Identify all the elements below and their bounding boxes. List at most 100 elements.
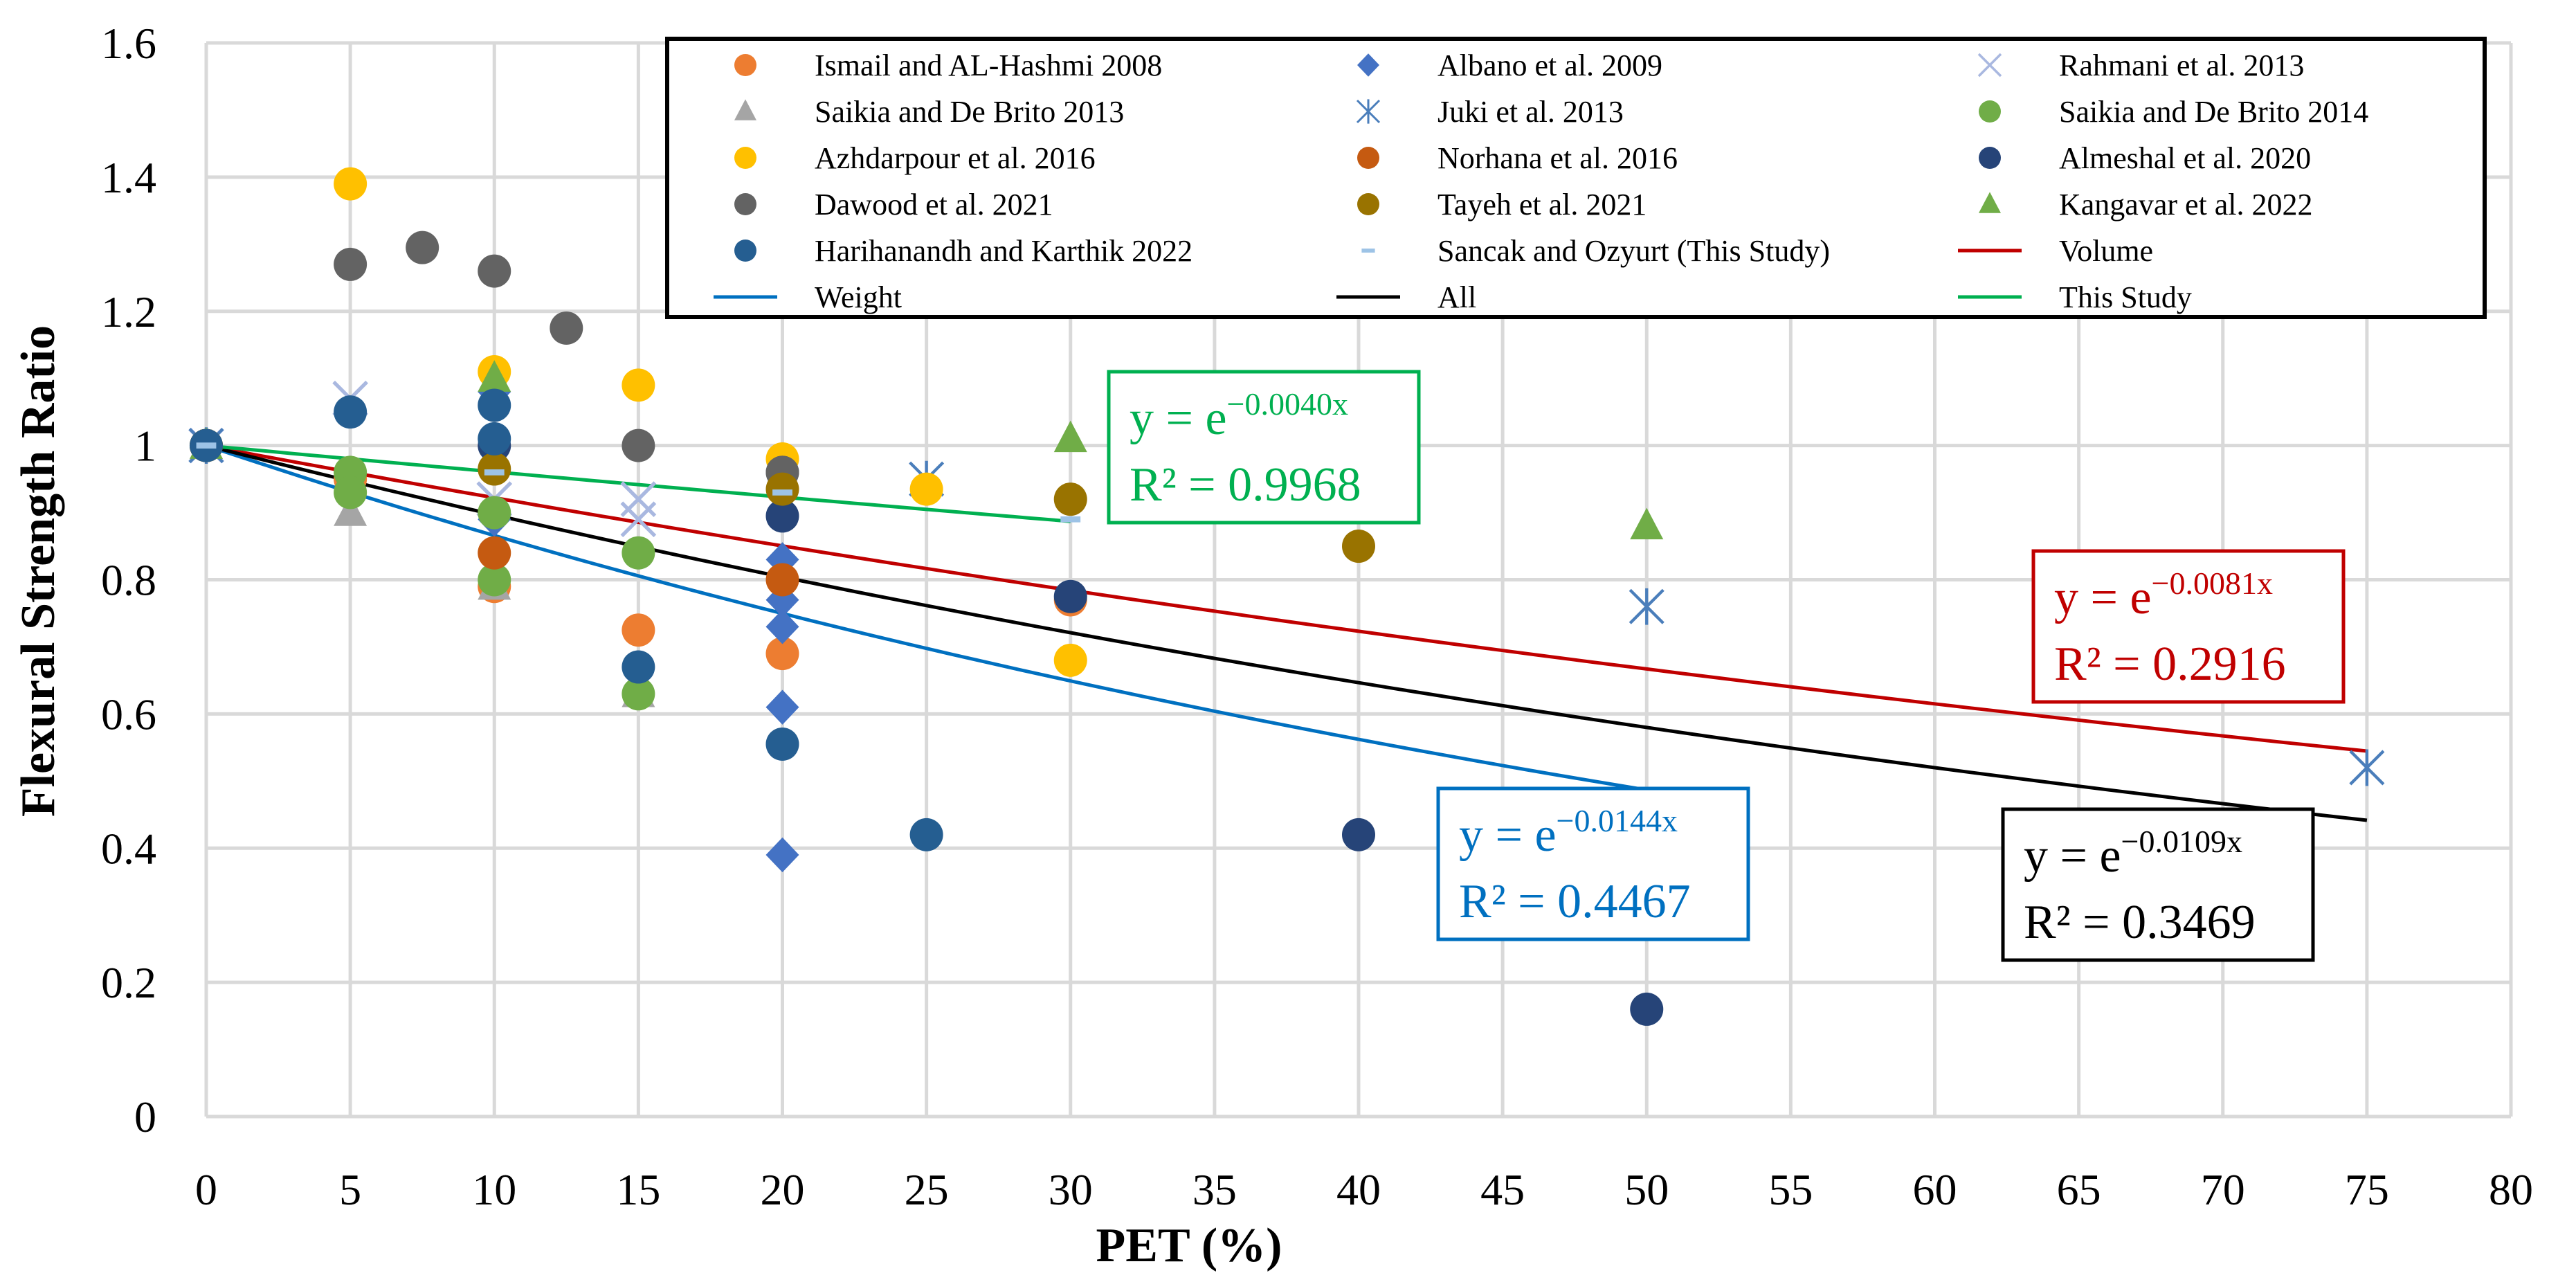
data-point: [765, 609, 799, 644]
legend-marker: [1979, 192, 2001, 213]
data-point: [1630, 507, 1664, 540]
data-point: [2349, 749, 2385, 786]
data-point: [1629, 588, 1665, 625]
x-tick-label: 30: [1049, 1165, 1093, 1214]
marker-circle: [622, 677, 655, 711]
data-point: [478, 388, 511, 422]
legend-label: Norhana et al. 2016: [1437, 141, 1678, 175]
equation-box-frame: [2001, 807, 2315, 962]
marker-circle: [478, 388, 511, 422]
x-tick-label: 15: [616, 1165, 660, 1214]
data-point: [478, 360, 511, 392]
equation-label: y = e−0.0144x: [1459, 803, 1678, 862]
marker-circle: [1342, 530, 1375, 563]
legend-label: Tayeh et al. 2021: [1437, 188, 1647, 222]
marker-circle: [334, 395, 368, 429]
data-point: [478, 496, 511, 530]
equation-box-frame: [1107, 370, 1421, 525]
legend-entry: All: [1336, 280, 1476, 314]
legend-entry: Tayeh et al. 2021: [1357, 188, 1647, 222]
data-point: [1342, 530, 1375, 563]
marker-triangle: [334, 494, 368, 526]
marker-circle: [478, 254, 511, 288]
legend-label: Kangavar et al. 2022: [2059, 188, 2313, 222]
marker-circle: [909, 472, 943, 506]
legend-marker: [1977, 53, 2002, 78]
marker-circle: [1357, 147, 1379, 169]
data-point: [484, 469, 505, 476]
marker-triangle: [734, 99, 756, 120]
y-tick-label: 0.4: [101, 824, 156, 873]
x-tick-label: 55: [1768, 1165, 1813, 1214]
y-tick-label: 1.6: [101, 19, 156, 68]
x-tick-label: 75: [2345, 1165, 2389, 1214]
marker-star: [1356, 99, 1381, 124]
marker-circle: [1979, 147, 2001, 169]
legend-entry: Norhana et al. 2016: [1357, 141, 1678, 175]
marker-x: [620, 501, 657, 538]
data-point: [406, 231, 439, 264]
legend-entry: Saikia and De Brito 2013: [734, 95, 1124, 129]
data-point: [765, 637, 799, 671]
marker-diamond: [1357, 53, 1379, 77]
legend-label: Dawood et al. 2021: [815, 188, 1053, 222]
legend-entry: Almeshal et al. 2020: [1979, 141, 2311, 175]
marker-triangle: [1053, 420, 1087, 453]
equation-box-volume: y = e−0.0081x R² = 0.2916: [2031, 549, 2346, 704]
marker-diamond: [765, 837, 799, 873]
axes: 0 5 10 15 20 25 30 35 40 45 50 55 60 65 70 75 80 0 0.2 0.4 0…: [101, 19, 2533, 1214]
x-tick-label: 80: [2489, 1165, 2533, 1214]
x-tick-label: 0: [195, 1165, 217, 1214]
legend-label: Juki et al. 2013: [1437, 95, 1624, 129]
data-point: [622, 368, 655, 402]
legend-label: Almeshal et al. 2020: [2059, 141, 2311, 175]
y-tick-label: 0.8: [101, 556, 156, 605]
legend-label: Ismail and AL-Hashmi 2008: [815, 48, 1162, 82]
data-point: [1630, 992, 1664, 1026]
data-point: [909, 818, 943, 851]
data-point: [1053, 420, 1087, 453]
legend-entry: Sancak and Ozyurt (This Study): [1361, 234, 1830, 268]
data-point: [765, 582, 799, 617]
marker-circle: [909, 818, 943, 851]
equation-box-all: y = e−0.0109x R² = 0.3469: [2001, 807, 2315, 962]
legend-entry: Harihanandh and Karthik 2022: [734, 234, 1192, 268]
data-point: [478, 563, 511, 597]
r-squared-label: R² = 0.9968: [1130, 458, 1361, 512]
marker-circle: [622, 368, 655, 402]
marker-triangle: [1630, 507, 1664, 540]
legend-marker: [1979, 100, 2001, 123]
legend-entry: Kangavar et al. 2022: [1979, 188, 2313, 222]
legend-label: Rahmani et al. 2013: [2059, 48, 2304, 82]
marker-diamond: [765, 542, 799, 577]
data-point: [550, 311, 583, 345]
legend-entry: Juki et al. 2013: [1356, 95, 1624, 129]
y-tick-label: 1: [134, 422, 156, 471]
marker-circle: [734, 147, 756, 169]
marker-circle: [622, 536, 655, 570]
marker-dash: [1361, 249, 1375, 253]
data-point: [622, 428, 655, 462]
data-point: [334, 395, 368, 429]
data-point: [622, 613, 655, 647]
x-tick-label: 50: [1624, 1165, 1669, 1214]
legend-marker: [734, 54, 756, 76]
data-point: [772, 489, 792, 496]
legend: Ismail and AL-Hashmi 2008 Albano et al. 2…: [665, 37, 2487, 319]
legend-entry: Rahmani et al. 2013: [1977, 48, 2304, 82]
legend-marker: [734, 240, 756, 262]
legend-marker: [734, 147, 756, 169]
legend-marker: [734, 193, 756, 215]
marker-circle: [334, 167, 368, 201]
legend-marker: [1356, 99, 1381, 124]
data-point: [622, 677, 655, 711]
x-tick-label: 60: [1913, 1165, 1957, 1214]
marker-circle: [1053, 579, 1087, 613]
y-tick-label: 1.4: [101, 153, 156, 202]
y-tick-label: 0: [134, 1092, 156, 1141]
marker-circle: [478, 452, 511, 486]
legend-marker: [734, 99, 756, 120]
data-point: [765, 499, 799, 533]
data-point: [478, 422, 511, 455]
